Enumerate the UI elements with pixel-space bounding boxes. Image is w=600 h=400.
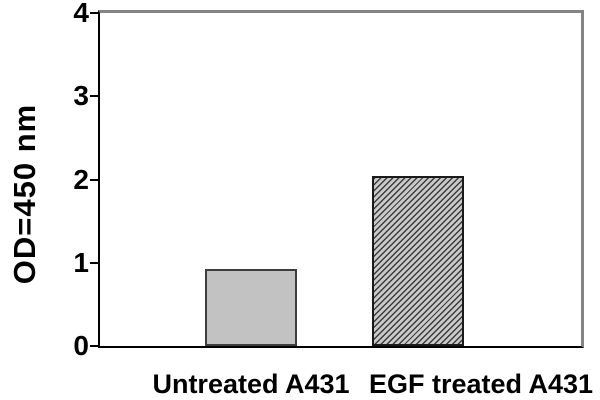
y-tick-label: 2 [73,163,89,195]
y-tick-label: 1 [73,246,89,278]
y-tick-label: 0 [73,330,89,361]
y-tick-mark [90,95,98,98]
y-tick-mark [90,12,98,14]
bar-untreated [205,269,297,346]
y-axis-title: OD=450 nm [7,103,42,285]
y-tick-mark [90,261,98,264]
y-tick-mark [90,345,98,347]
x-category-label: EGF treated A431 [368,369,594,399]
bar-egf-treated [372,176,464,346]
y-tick-label: 3 [73,80,89,112]
x-category-label: Untreated A431 [152,369,350,399]
y-tick-label: 4 [73,0,89,28]
y-tick-mark [90,178,98,181]
plot-area [98,10,584,348]
